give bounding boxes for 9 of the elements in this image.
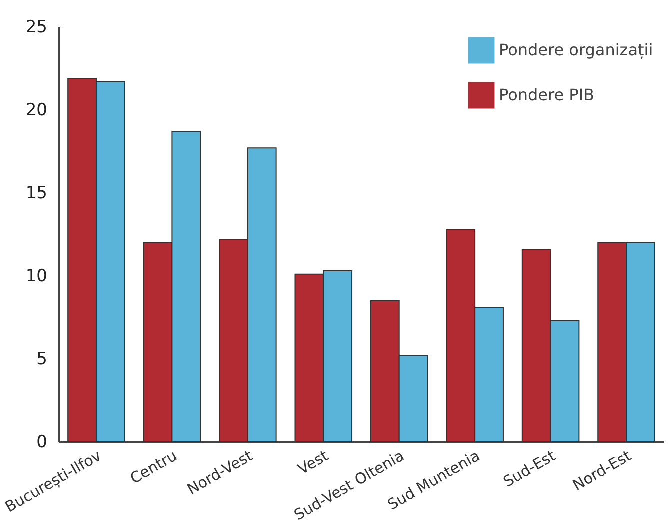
y-tick-label: 15 — [26, 184, 48, 204]
y-tick-label: 10 — [26, 266, 48, 286]
y-tick-label: 25 — [26, 18, 48, 38]
y-tick-label: 0 — [36, 432, 48, 452]
x-tick-label: Vest — [294, 446, 332, 478]
y-tick-label: 5 — [36, 350, 48, 370]
y-tick-label: 20 — [26, 100, 48, 120]
legend-label: Pondere PIB — [499, 86, 595, 104]
legend-label: Pondere organizații — [499, 40, 654, 60]
